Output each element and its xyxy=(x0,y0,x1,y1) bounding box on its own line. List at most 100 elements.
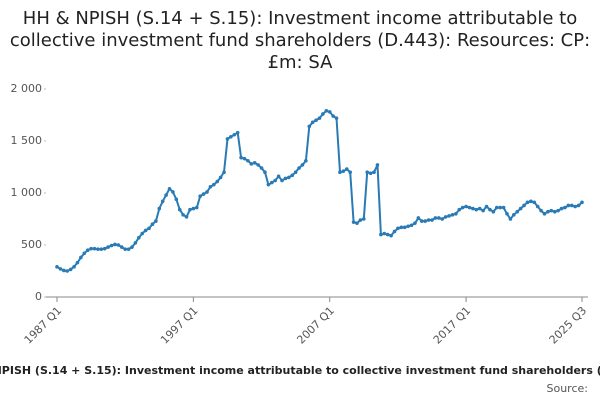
data-point xyxy=(96,247,100,251)
data-point xyxy=(229,135,233,139)
data-point xyxy=(109,243,114,248)
data-point xyxy=(512,213,516,217)
data-point xyxy=(484,204,489,209)
data-point xyxy=(68,267,73,272)
data-point xyxy=(358,218,363,222)
data-point xyxy=(321,112,325,116)
data-point xyxy=(379,232,383,237)
data-point xyxy=(402,225,407,230)
data-point xyxy=(430,218,434,222)
x-tick-label: 2025 Q3 xyxy=(547,304,590,347)
data-point xyxy=(164,193,168,197)
data-point xyxy=(290,173,295,178)
data-point xyxy=(119,245,124,249)
y-tick-label: 1 500 xyxy=(11,134,43,147)
source-label: Source: xyxy=(547,382,589,395)
data-point xyxy=(82,251,87,256)
data-point xyxy=(167,187,172,191)
data-point xyxy=(194,205,199,210)
data-point xyxy=(171,190,175,194)
data-point xyxy=(143,228,148,233)
data-point xyxy=(532,200,537,205)
data-point xyxy=(522,203,526,208)
data-point xyxy=(447,214,451,218)
data-point xyxy=(123,247,127,251)
data-point xyxy=(477,206,482,211)
data-point xyxy=(416,216,421,220)
data-point xyxy=(464,204,468,209)
data-point xyxy=(181,213,185,217)
data-point xyxy=(239,155,243,160)
data-point xyxy=(467,205,472,210)
data-point xyxy=(399,225,404,230)
data-point xyxy=(413,221,417,225)
data-point xyxy=(116,243,121,247)
data-point xyxy=(287,175,291,180)
data-point xyxy=(307,124,312,129)
y-tick-label: 2 000 xyxy=(11,82,43,95)
data-point xyxy=(246,158,250,163)
data-point xyxy=(338,170,342,174)
data-point xyxy=(300,163,305,167)
data-point xyxy=(501,205,506,210)
data-point xyxy=(450,213,455,217)
data-point xyxy=(140,231,145,236)
data-point xyxy=(249,162,254,166)
data-point xyxy=(344,167,349,171)
data-point xyxy=(55,265,59,269)
data-point xyxy=(235,130,240,135)
data-point xyxy=(389,233,393,238)
data-point xyxy=(433,216,438,220)
x-tick-label: 1997 Q1 xyxy=(158,304,201,347)
data-point xyxy=(106,245,110,249)
data-point xyxy=(457,207,462,212)
data-point xyxy=(65,269,70,273)
data-point xyxy=(218,175,223,180)
data-point xyxy=(188,207,192,212)
data-point xyxy=(426,218,431,222)
data-point xyxy=(184,215,189,219)
data-point xyxy=(85,248,90,252)
data-point xyxy=(269,180,274,185)
data-point xyxy=(79,255,83,260)
data-point xyxy=(437,216,441,220)
data-point xyxy=(58,267,63,271)
x-tick-label: 2017 Q1 xyxy=(431,304,474,347)
data-point xyxy=(252,161,257,165)
data-point xyxy=(242,156,247,161)
data-point xyxy=(573,204,577,209)
data-point xyxy=(137,235,141,240)
data-point xyxy=(215,179,220,184)
data-point xyxy=(327,110,332,114)
data-point xyxy=(198,194,202,198)
data-point xyxy=(559,206,564,211)
data-point xyxy=(460,205,465,210)
data-point xyxy=(355,221,359,225)
data-point xyxy=(529,199,533,204)
data-point xyxy=(419,219,424,223)
data-point xyxy=(102,246,107,251)
data-point xyxy=(556,208,560,213)
data-point xyxy=(539,208,543,213)
legend-label: HH & NPISH (S.14 + S.15): Investment inc… xyxy=(0,364,600,377)
data-point xyxy=(283,176,288,181)
data-point xyxy=(563,205,567,210)
data-point xyxy=(205,190,209,194)
x-tick-label: 1987 Q1 xyxy=(22,304,65,347)
data-point xyxy=(225,137,230,141)
data-point xyxy=(518,206,523,211)
data-point xyxy=(92,246,97,251)
chart-title: HH & NPISH (S.14 + S.15): Investment inc… xyxy=(9,8,591,73)
data-point xyxy=(362,217,366,221)
data-point xyxy=(256,163,260,167)
data-point xyxy=(276,174,281,179)
data-point xyxy=(304,158,308,163)
data-point xyxy=(576,203,581,208)
data-point xyxy=(505,212,509,216)
data-point xyxy=(133,241,138,245)
data-point xyxy=(542,212,547,216)
data-point xyxy=(324,109,329,113)
data-point xyxy=(351,220,356,224)
